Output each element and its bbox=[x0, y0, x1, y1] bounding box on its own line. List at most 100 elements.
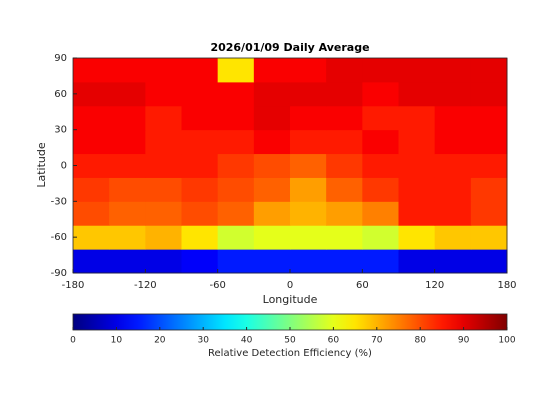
colorbar-tick-label: 20 bbox=[154, 336, 166, 346]
x-tick-label: -60 bbox=[209, 280, 225, 291]
heat-cell bbox=[398, 81, 436, 107]
heat-cell bbox=[434, 201, 472, 226]
heat-cell bbox=[290, 105, 327, 131]
heat-cell bbox=[290, 153, 327, 178]
heat-cell bbox=[181, 129, 219, 155]
y-axis-label: Latitude bbox=[35, 142, 48, 188]
heat-cell bbox=[109, 105, 146, 131]
y-tick-label: 60 bbox=[54, 89, 67, 100]
heat-cell bbox=[398, 153, 436, 178]
heat-cell bbox=[253, 177, 291, 202]
heat-cell bbox=[145, 153, 182, 178]
heat-cell bbox=[73, 249, 110, 274]
heat-cell bbox=[181, 58, 219, 83]
heat-cell bbox=[434, 177, 472, 202]
colorbar-tick-label: 10 bbox=[111, 336, 123, 346]
heat-cell bbox=[434, 58, 472, 83]
heat-cell bbox=[362, 58, 399, 83]
heat-cell bbox=[290, 58, 327, 83]
heat-cell bbox=[470, 225, 508, 250]
heat-cell bbox=[362, 153, 399, 178]
heat-cell bbox=[434, 129, 472, 155]
heat-cell bbox=[362, 81, 399, 107]
heat-cell bbox=[470, 177, 508, 202]
heat-cell bbox=[326, 177, 363, 202]
heat-cell bbox=[73, 58, 110, 83]
heat-cell bbox=[362, 177, 399, 202]
heat-cell bbox=[217, 177, 255, 202]
colorbar-tick-label: 40 bbox=[241, 336, 253, 346]
heat-cell bbox=[326, 201, 363, 226]
heat-cell bbox=[109, 249, 146, 274]
x-tick-label: 120 bbox=[425, 280, 444, 291]
heat-cell bbox=[109, 129, 146, 155]
heat-cell bbox=[217, 249, 255, 274]
heat-cell bbox=[470, 249, 508, 274]
x-tick-label: 60 bbox=[356, 280, 369, 291]
colorbar-tick-label: 100 bbox=[498, 336, 515, 346]
heat-cell bbox=[109, 225, 146, 250]
heat-cell bbox=[217, 129, 255, 155]
heat-cell bbox=[326, 105, 363, 131]
heat-cell bbox=[217, 225, 255, 250]
heat-cell bbox=[145, 225, 182, 250]
colorbar-tick-label: 30 bbox=[197, 336, 209, 346]
heat-cell bbox=[398, 249, 436, 274]
x-tick-label: -180 bbox=[62, 280, 85, 291]
heat-cell bbox=[290, 225, 327, 250]
heat-cell bbox=[434, 249, 472, 274]
y-tick-label: 30 bbox=[54, 125, 67, 136]
heat-cell bbox=[326, 153, 363, 178]
heat-cell bbox=[73, 225, 110, 250]
heat-cell bbox=[181, 153, 219, 178]
heat-cell bbox=[470, 129, 508, 155]
heat-cell bbox=[398, 201, 436, 226]
heat-cell bbox=[181, 81, 219, 107]
heat-cell bbox=[326, 249, 363, 274]
heat-cell bbox=[181, 177, 219, 202]
heat-cell bbox=[73, 129, 110, 155]
heat-cell bbox=[109, 177, 146, 202]
heat-cell bbox=[181, 249, 219, 274]
colorbar-tick-label: 60 bbox=[328, 336, 340, 346]
heat-cell bbox=[73, 81, 110, 107]
heat-cell bbox=[109, 81, 146, 107]
heat-cell bbox=[326, 81, 363, 107]
heat-cell bbox=[253, 201, 291, 226]
heat-cell bbox=[145, 177, 182, 202]
heat-cell bbox=[362, 249, 399, 274]
heat-cell bbox=[290, 201, 327, 226]
heat-cell bbox=[73, 201, 110, 226]
heat-cell bbox=[290, 177, 327, 202]
heat-cell bbox=[145, 249, 182, 274]
heat-cell bbox=[217, 153, 255, 178]
heat-cell bbox=[434, 225, 472, 250]
heat-cell bbox=[290, 81, 327, 107]
y-tick-label: 90 bbox=[54, 53, 67, 64]
heat-cell bbox=[470, 153, 508, 178]
heat-cell bbox=[181, 201, 219, 226]
heat-cell bbox=[145, 81, 182, 107]
heat-cell bbox=[73, 153, 110, 178]
heat-cell bbox=[290, 129, 327, 155]
heat-cell bbox=[217, 105, 255, 131]
heat-cell bbox=[253, 81, 291, 107]
heat-cell bbox=[470, 105, 508, 131]
heat-cell bbox=[362, 225, 399, 250]
heat-cell bbox=[434, 105, 472, 131]
heat-cell bbox=[362, 129, 399, 155]
heat-cell bbox=[326, 129, 363, 155]
colorbar-tick-label: 70 bbox=[371, 336, 383, 346]
heat-cell bbox=[253, 105, 291, 131]
x-tick-label: 0 bbox=[287, 280, 293, 291]
y-tick-label: -90 bbox=[51, 268, 67, 279]
heat-cell bbox=[253, 249, 291, 274]
heat-cell bbox=[253, 225, 291, 250]
x-tick-label: 180 bbox=[497, 280, 516, 291]
heat-cell bbox=[253, 153, 291, 178]
heat-cell bbox=[253, 129, 291, 155]
heat-cell bbox=[290, 249, 327, 274]
heat-cell bbox=[109, 58, 146, 83]
heat-cell bbox=[470, 201, 508, 226]
